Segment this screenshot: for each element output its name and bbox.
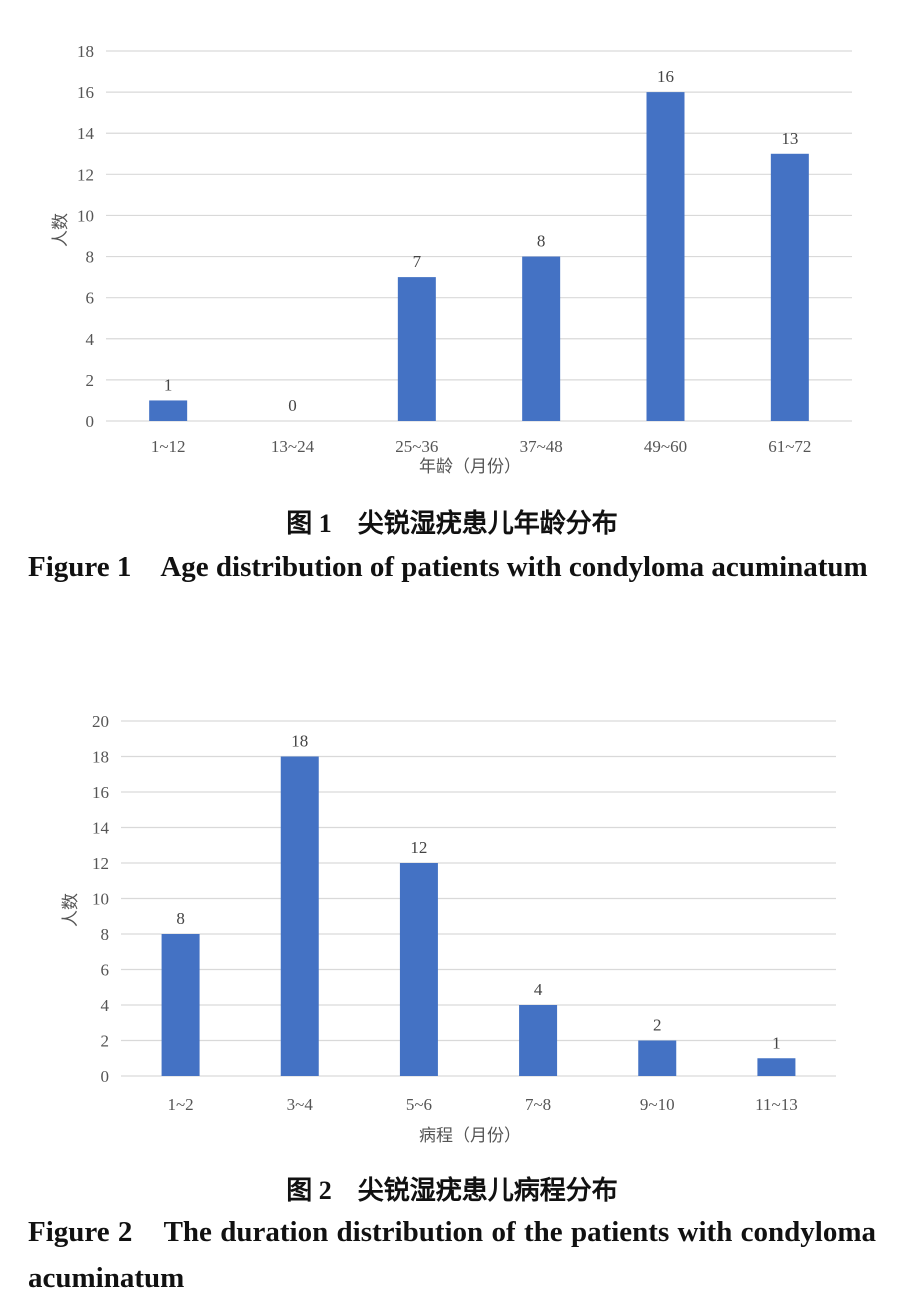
duration-distribution-chart: 0 2 4 6 8 10 12 14 16 18 20 8 1~2 18 3~4 12 5~6 4 7~8 2 9~10… xyxy=(61,712,836,1145)
bar xyxy=(522,256,561,421)
y-tick-label: 8 xyxy=(101,925,110,944)
data-label: 4 xyxy=(534,980,543,999)
y-tick-label: 12 xyxy=(77,165,94,184)
figure-1-caption-cn: 图 1 尖锐湿疣患儿年龄分布 xyxy=(286,509,618,538)
data-label: 16 xyxy=(657,67,674,86)
data-label: 12 xyxy=(410,838,427,857)
y-tick-label: 18 xyxy=(77,42,94,61)
x-tick-label: 25~36 xyxy=(395,437,438,456)
bar xyxy=(770,153,809,421)
x-tick-label: 9~10 xyxy=(640,1095,675,1114)
bar xyxy=(399,863,438,1076)
bar xyxy=(638,1040,677,1076)
y-tick-label: 14 xyxy=(92,819,110,838)
y-tick-label: 16 xyxy=(92,783,109,802)
data-label: 1 xyxy=(164,375,173,394)
y-tick-label: 2 xyxy=(101,1032,110,1051)
x-tick-label: 3~4 xyxy=(287,1095,314,1114)
y-axis-label: 人数 xyxy=(51,213,70,247)
x-tick-label: 7~8 xyxy=(525,1095,551,1114)
bar xyxy=(519,1005,558,1076)
y-tick-label: 12 xyxy=(92,854,109,873)
data-label: 8 xyxy=(537,232,546,251)
bar xyxy=(757,1058,796,1076)
y-tick-label: 18 xyxy=(92,748,109,767)
y-tick-label: 10 xyxy=(77,206,94,225)
y-tick-label: 6 xyxy=(101,961,110,980)
figure-2-caption-en: Figure 2 The duration distribution of th… xyxy=(28,1216,876,1294)
x-axis-label: 病程（月份） xyxy=(419,1126,521,1145)
x-tick-label: 37~48 xyxy=(520,437,563,456)
figure-1-caption-en: Figure 1 Age distribution of patients wi… xyxy=(28,551,868,583)
y-tick-label: 8 xyxy=(86,248,95,267)
y-tick-label: 4 xyxy=(86,330,95,349)
y-tick-label: 2 xyxy=(86,371,95,390)
x-tick-label: 11~13 xyxy=(755,1095,798,1114)
x-tick-label: 1~12 xyxy=(151,437,186,456)
data-label: 0 xyxy=(288,396,297,415)
data-label: 2 xyxy=(653,1016,662,1035)
bar xyxy=(646,92,685,421)
y-tick-label: 4 xyxy=(101,996,110,1015)
y-axis-label: 人数 xyxy=(61,893,80,927)
bar xyxy=(280,756,319,1076)
data-label: 18 xyxy=(291,732,308,751)
y-tick-label: 16 xyxy=(77,83,94,102)
y-tick-label: 6 xyxy=(86,289,95,308)
x-tick-label: 13~24 xyxy=(271,437,315,456)
bar xyxy=(149,400,188,421)
data-label: 1 xyxy=(772,1033,781,1052)
x-tick-label: 61~72 xyxy=(768,437,811,456)
figure-2-caption-cn: 图 2 尖锐湿疣患儿病程分布 xyxy=(286,1176,618,1205)
data-label: 13 xyxy=(781,129,798,148)
x-tick-label: 49~60 xyxy=(644,437,687,456)
y-tick-label: 10 xyxy=(92,890,109,909)
data-label: 7 xyxy=(413,252,422,271)
x-tick-label: 5~6 xyxy=(406,1095,432,1114)
age-distribution-chart: 0 2 4 6 8 10 12 14 16 18 1 1~12 0 13~24 7 25~36 8 37~48 16… xyxy=(51,42,852,476)
bar xyxy=(397,277,436,421)
y-tick-label: 0 xyxy=(86,412,95,431)
bar xyxy=(161,934,200,1076)
x-axis-label: 年龄（月份） xyxy=(419,457,521,476)
y-tick-label: 0 xyxy=(101,1067,110,1086)
y-tick-label: 14 xyxy=(77,124,95,143)
data-label: 8 xyxy=(176,909,185,928)
y-tick-label: 20 xyxy=(92,712,109,731)
x-tick-label: 1~2 xyxy=(167,1095,193,1114)
